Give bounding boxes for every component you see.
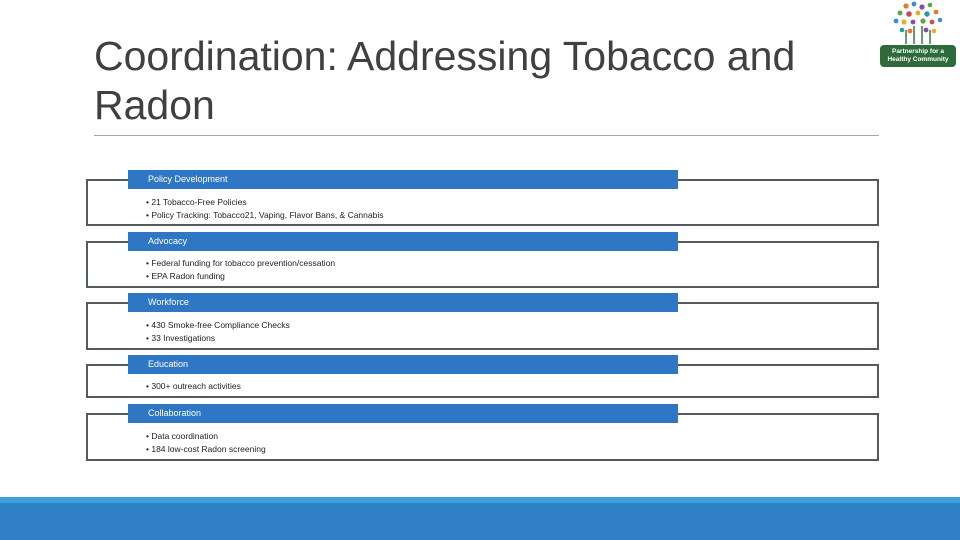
section-body-workforce: • 430 Smoke-free Compliance Checks • 33 … [146, 319, 290, 345]
logo-text-line-1: Partnership for a [891, 48, 944, 55]
section-header-education: Education [128, 355, 678, 374]
list-item: • 21 Tobacco-Free Policies [146, 197, 247, 207]
list-item: • 300+ outreach activities [146, 381, 241, 391]
list-item: • Policy Tracking: Tobacco21, Vaping, Fl… [146, 210, 384, 220]
section-body-education: • 300+ outreach activities [146, 380, 241, 393]
tree-of-dots-icon [893, 1, 943, 44]
section-body-policy-development: • 21 Tobacco-Free Policies • Policy Trac… [146, 196, 383, 222]
section-header-workforce: Workforce [128, 293, 678, 312]
list-item: • Data coordination [146, 431, 218, 441]
footer-stripe [0, 497, 960, 503]
logo-badge: Partnership for a Healthy Community [880, 45, 956, 67]
title-line-1: Coordination: Addressing Tobacco and [94, 33, 796, 79]
section-body-advocacy: • Federal funding for tobacco prevention… [146, 257, 335, 283]
section-header-collaboration: Collaboration [128, 404, 678, 423]
list-item: • Federal funding for tobacco prevention… [146, 258, 336, 268]
section-header-policy-development: Policy Development [128, 170, 678, 189]
partnership-logo: Partnership for a Healthy Community [876, 0, 960, 76]
footer-bar [0, 497, 960, 540]
list-item: • EPA Radon funding [146, 271, 225, 281]
slide-title: Coordination: Addressing Tobacco and Rad… [94, 32, 854, 130]
list-item: • 33 Investigations [146, 333, 216, 343]
title-line-2: Radon [94, 82, 215, 128]
list-item: • 184 low-cost Radon screening [146, 444, 266, 454]
section-header-advocacy: Advocacy [128, 232, 678, 251]
title-divider [94, 135, 879, 136]
logo-text-line-2: Healthy Community [887, 56, 949, 63]
list-item: • 430 Smoke-free Compliance Checks [146, 320, 290, 330]
section-body-collaboration: • Data coordination • 184 low-cost Radon… [146, 430, 266, 456]
